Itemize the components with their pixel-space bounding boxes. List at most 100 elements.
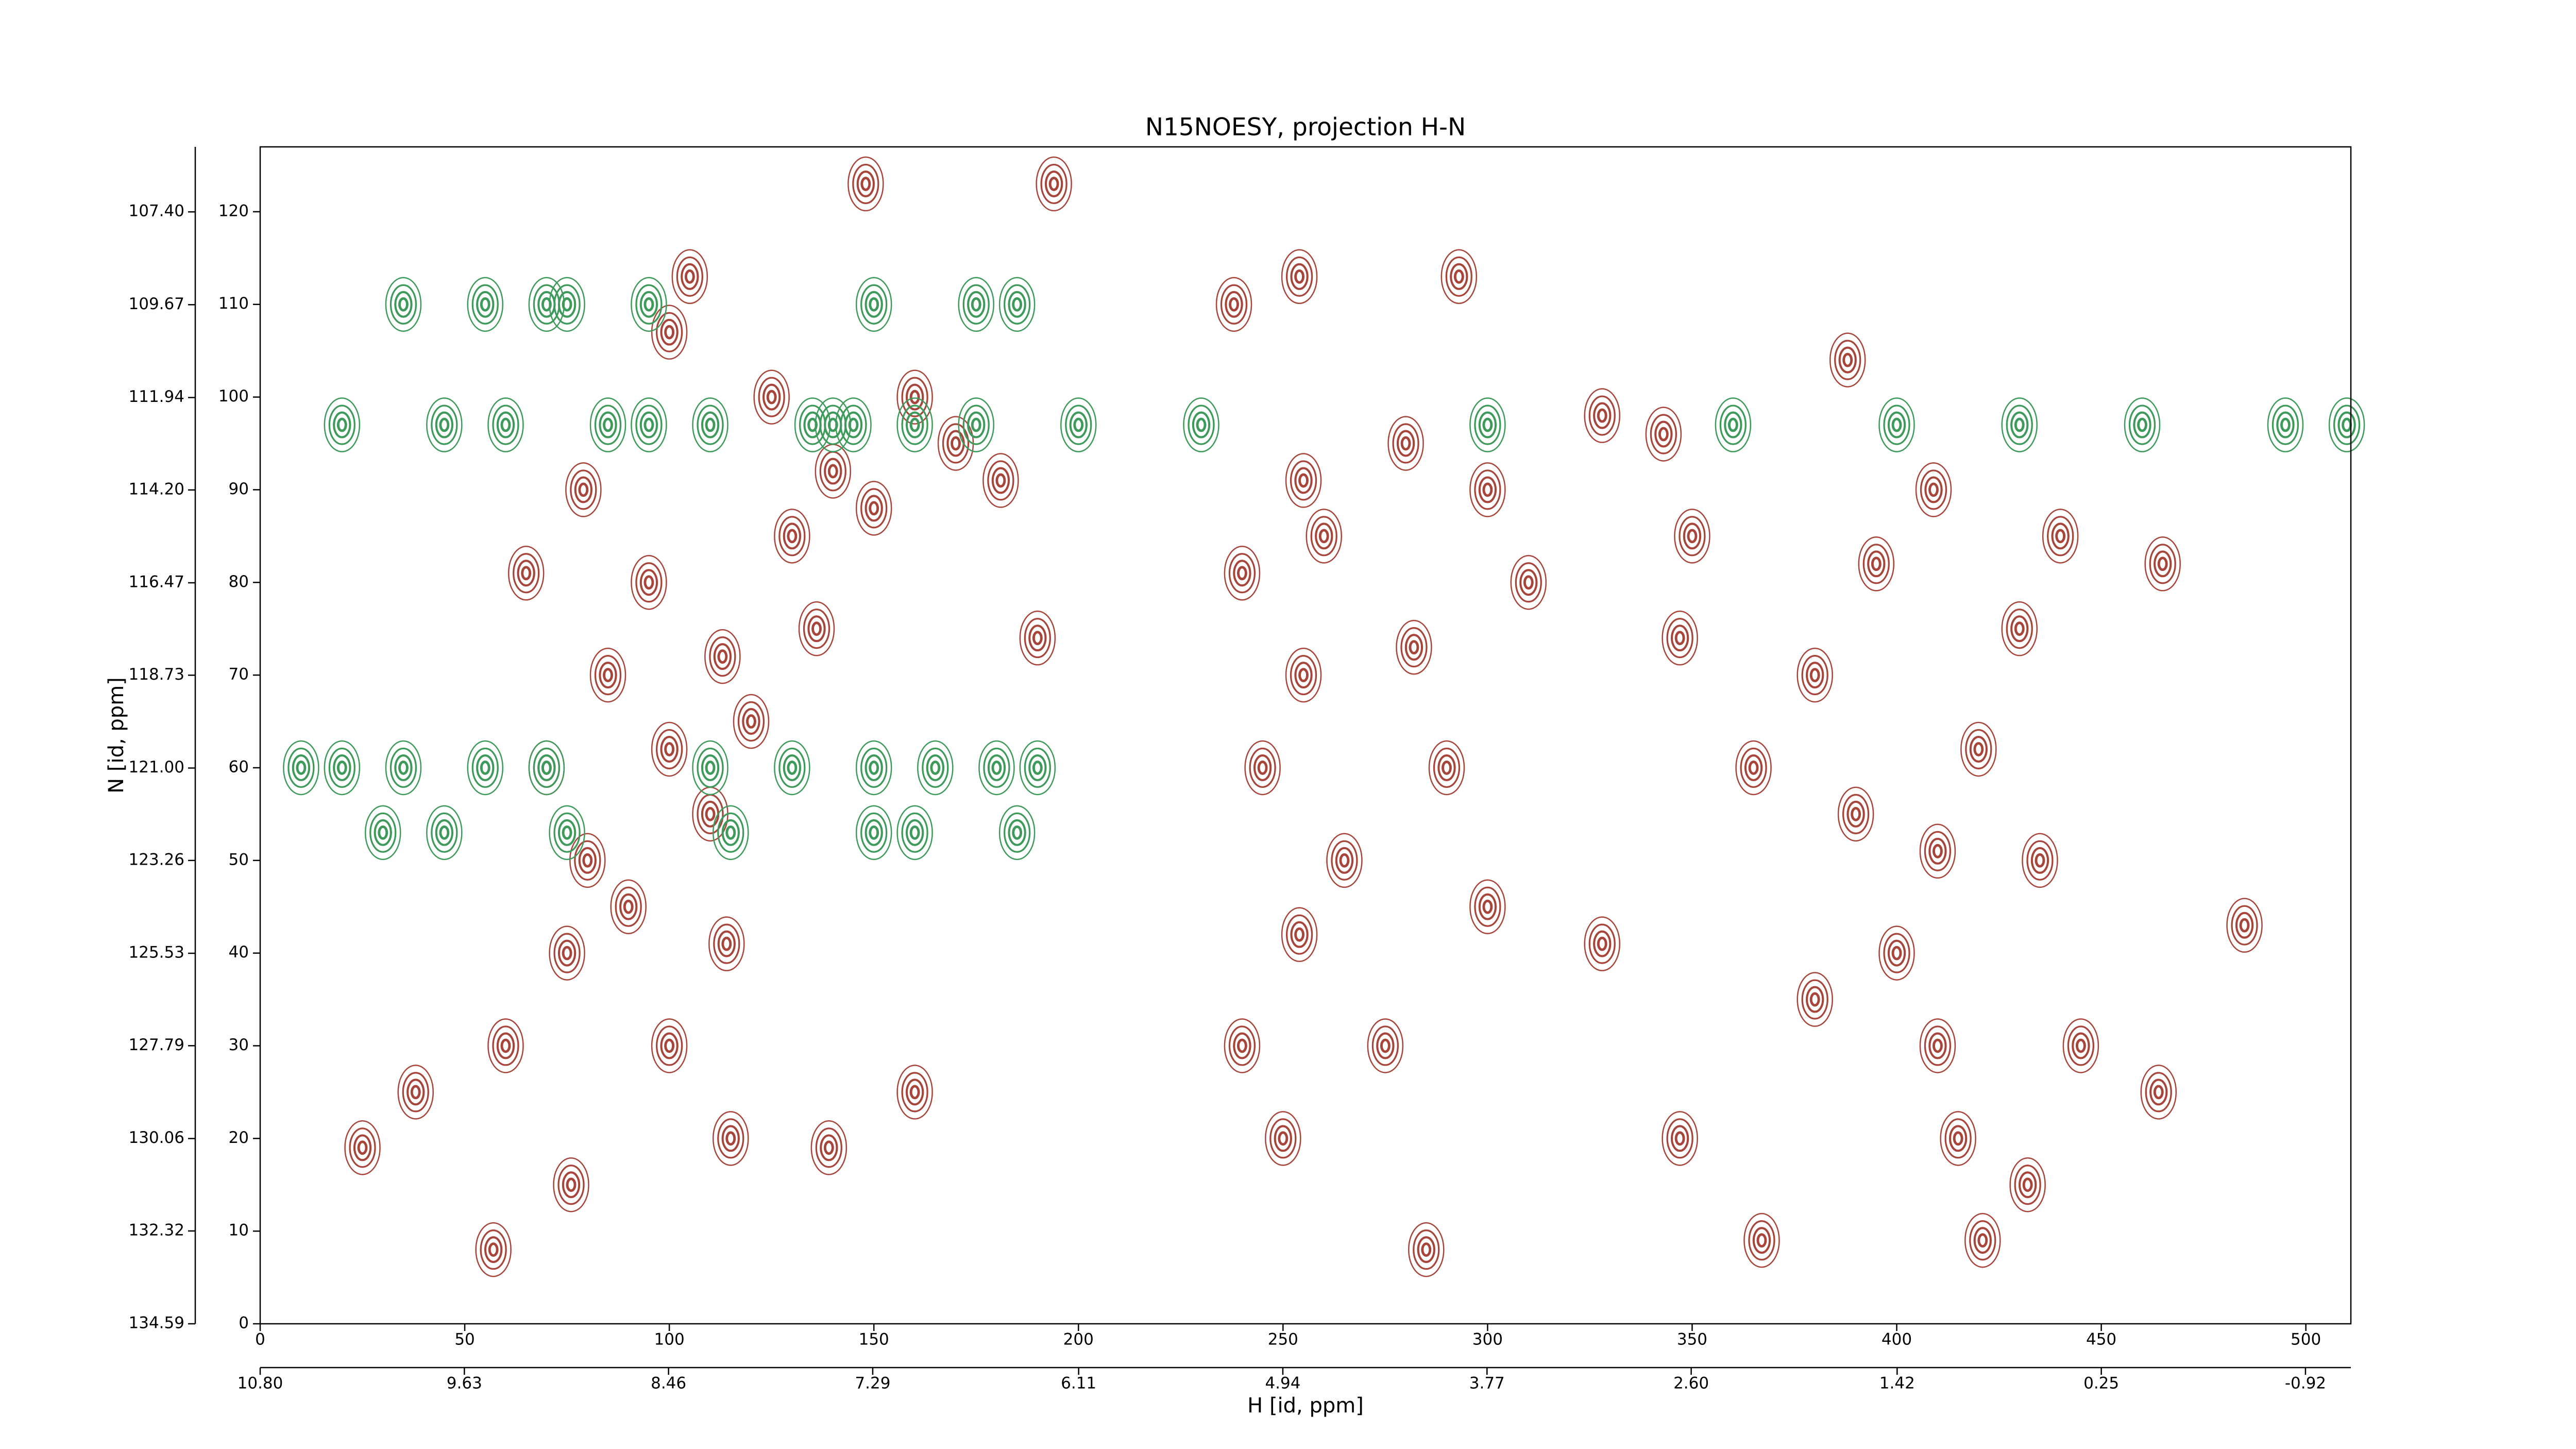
- contour-level: [487, 397, 524, 452]
- contour-level: [978, 740, 1015, 796]
- contour-level: [855, 277, 892, 332]
- peak: [1408, 1222, 1445, 1277]
- contour-level: [283, 740, 319, 796]
- peak: [344, 1120, 381, 1175]
- contour-level: [484, 1236, 503, 1263]
- contour-level: [1740, 747, 1767, 788]
- contour-level: [467, 277, 504, 332]
- peak: [1960, 721, 1997, 777]
- contour-level: [1679, 516, 1706, 557]
- peak: [855, 277, 892, 332]
- contour-level: [697, 405, 724, 445]
- contour-level: [589, 397, 626, 452]
- contour-level: [528, 740, 565, 796]
- contour-level: [599, 411, 617, 439]
- contour-level: [557, 819, 577, 846]
- contour-level: [1674, 509, 1710, 564]
- y-tick-label: 80: [229, 572, 249, 591]
- contour-level: [287, 747, 315, 788]
- contour-level: [787, 529, 798, 544]
- peak: [1674, 509, 1710, 564]
- contour-level: [835, 397, 872, 452]
- contour-level: [1339, 853, 1350, 868]
- contour-level: [500, 1038, 511, 1053]
- contour-level: [1004, 812, 1031, 853]
- peak: [364, 805, 401, 861]
- peak: [610, 879, 647, 934]
- contour-level: [1188, 405, 1215, 445]
- contour-level: [324, 740, 361, 796]
- x2-tick-label: 1.42: [1879, 1374, 1915, 1393]
- peak: [631, 555, 667, 610]
- contour-level: [1294, 269, 1305, 284]
- contour-level: [1215, 277, 1252, 332]
- contour-level: [896, 369, 933, 425]
- contour-level: [517, 560, 535, 587]
- contour-level: [865, 754, 883, 781]
- contour-level: [676, 256, 703, 297]
- peak: [753, 369, 790, 425]
- contour-level: [815, 1127, 842, 1168]
- contour-level: [2022, 833, 2058, 888]
- peak: [528, 740, 565, 796]
- contour-level: [1597, 936, 1607, 951]
- contour-level: [717, 930, 736, 957]
- x2-tick-label: 2.60: [1673, 1374, 1709, 1393]
- contour-level: [1846, 800, 1865, 828]
- peak: [1743, 1212, 1780, 1268]
- peak: [1281, 249, 1318, 305]
- contour-level: [1928, 837, 1947, 865]
- peak: [835, 397, 872, 452]
- contour-level: [1192, 411, 1211, 439]
- peak: [1396, 619, 1432, 675]
- contour-level: [1417, 1236, 1435, 1263]
- x2-tick-label: 8.46: [651, 1374, 686, 1393]
- contour-level: [803, 411, 822, 439]
- contour-level: [507, 546, 545, 601]
- peak: [569, 833, 606, 888]
- contour-level: [2231, 905, 2258, 946]
- contour-level: [292, 754, 311, 781]
- contour-level: [1290, 921, 1309, 948]
- contour-level: [2137, 417, 2147, 432]
- contour-level: [704, 629, 741, 684]
- contour-level: [1294, 662, 1313, 689]
- x-axis-label: H [id, ppm]: [1247, 1394, 1364, 1418]
- contour-level: [2153, 1085, 2164, 1100]
- peak: [1797, 972, 1833, 1027]
- contour-level: [1806, 662, 1824, 689]
- contour-level: [778, 747, 806, 788]
- contour-level: [1920, 469, 1947, 510]
- peak: [2328, 397, 2365, 452]
- peak: [1584, 388, 1620, 443]
- contour-level: [603, 417, 613, 432]
- contour-level: [746, 714, 756, 729]
- peak: [978, 740, 1015, 796]
- contour-level: [2280, 417, 2291, 432]
- x2-tick-label: 3.77: [1469, 1374, 1505, 1393]
- peak: [507, 546, 545, 601]
- contour-level: [1891, 417, 1902, 432]
- y-tick-label: 50: [229, 850, 249, 869]
- contour-level: [998, 805, 1036, 861]
- contour-level: [2026, 840, 2054, 881]
- contour-level: [2144, 536, 2181, 592]
- y-tick-label: 90: [229, 480, 249, 498]
- contour-level: [1437, 754, 1456, 781]
- peak: [998, 805, 1036, 861]
- contour-level: [2276, 411, 2295, 439]
- contour-level: [1453, 269, 1464, 284]
- contour-level: [1421, 1242, 1432, 1257]
- contour-level: [1806, 986, 1824, 1013]
- peak: [1367, 1018, 1404, 1073]
- contour-level: [2133, 411, 2151, 439]
- contour-level: [578, 482, 589, 497]
- contour-level: [324, 397, 361, 452]
- contour-level: [860, 177, 871, 191]
- contour-level: [753, 369, 790, 425]
- contour-level: [958, 277, 994, 332]
- contour-level: [1670, 625, 1689, 652]
- contour-level: [1674, 1131, 1685, 1146]
- contour-level: [2149, 544, 2176, 584]
